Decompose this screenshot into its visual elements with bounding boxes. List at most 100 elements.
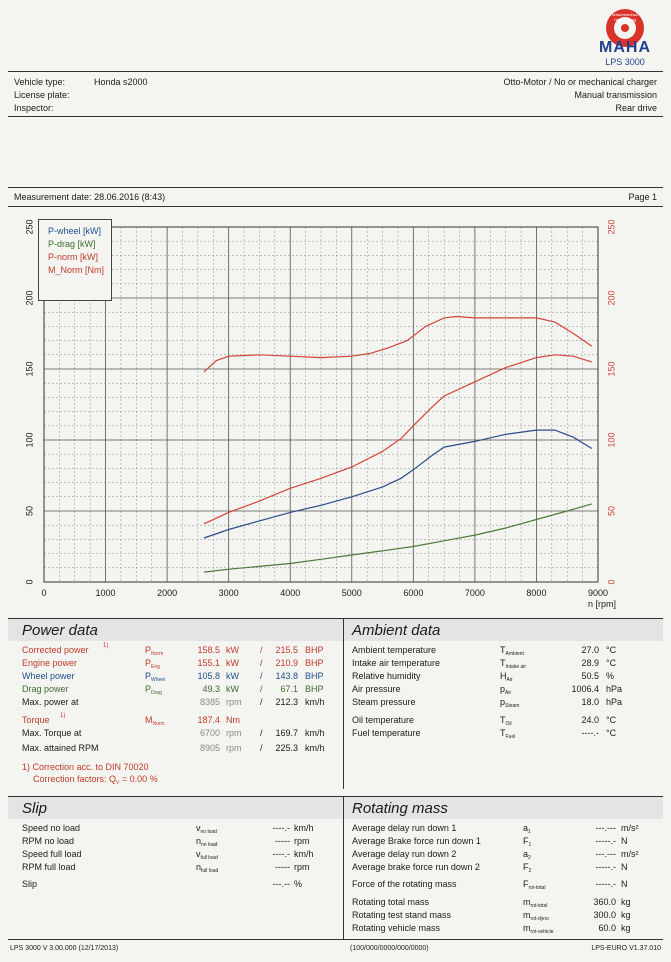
correction-factors-sub: V — [116, 780, 120, 786]
power-row-label: Drag power — [22, 684, 69, 694]
chart-grid — [43, 226, 599, 583]
slip-row-label: RPM no load — [22, 836, 75, 846]
x-tick-label: 8000 — [526, 588, 546, 598]
power-row-value2: 143.8 — [275, 671, 298, 681]
rotating-row-label: Average delay run down 2 — [352, 849, 457, 859]
power-row-value1: 6700 — [199, 728, 220, 738]
ambient-row-symbol-sub: Air — [506, 677, 513, 683]
x-tick-label: 1000 — [96, 588, 116, 598]
power-row-note: 1) — [103, 643, 109, 649]
ambient-row-symbol-main: T — [500, 645, 506, 655]
slip-title: Slip — [22, 800, 48, 817]
rotating-row-label: Rotating test stand mass — [352, 910, 452, 920]
ambient-row-symbol-main: T — [500, 715, 506, 725]
rotating-row-value: -----.- — [595, 879, 616, 889]
power-row-label: Max. attained RPM — [22, 743, 99, 753]
power-section-top — [8, 618, 663, 619]
ambient-row-symbol-sub: Air — [505, 690, 512, 696]
ambient-row-value: 50.5 — [581, 671, 599, 681]
legend-p-wheel: P-wheel [kW] — [48, 226, 102, 236]
slip-row-value: ----- — [275, 836, 290, 846]
vehicle-type-value: Honda s2000 — [94, 77, 148, 87]
power-row-unit2: km/h — [305, 697, 325, 707]
power-row-value1: 158.5 — [197, 645, 220, 655]
power-row-value1: 155.1 — [197, 658, 220, 668]
power-row-symbol-main: P — [145, 671, 152, 681]
slip-row-symbol-main: v — [196, 849, 201, 859]
license-plate-label: License plate: — [14, 90, 70, 100]
logo-model: LPS 3000 — [605, 57, 645, 67]
power-row-value1: 8905 — [199, 743, 220, 753]
ambient-row-value: 28.9 — [581, 658, 599, 668]
slip-row-symbol: nno load — [196, 836, 217, 848]
power-row-symbol-sub: Eng — [151, 664, 160, 670]
rotating-row-symbol-sub: rot-dyno — [530, 916, 549, 922]
power-row-symbol-main: P — [145, 684, 152, 694]
y-right-tick-label: 100 — [606, 432, 616, 447]
measurement-top-divider — [8, 187, 663, 188]
measurement-date-value: 28.06.2016 (8:43) — [94, 192, 166, 202]
ambient-row-label: Steam pressure — [352, 697, 416, 707]
power-row-separator: / — [260, 697, 263, 707]
power-row-value1: 105.8 — [197, 671, 220, 681]
rotating-row-unit: N — [621, 836, 628, 846]
correction-factors-value: = 0.00 % — [121, 774, 158, 784]
rotating-row-symbol-sub: rot-total — [528, 885, 546, 891]
slip-row-value: ---.-- — [272, 879, 291, 889]
legend-p-norm: P-norm [kW] — [48, 252, 99, 262]
slip-row-label: Speed full load — [22, 849, 82, 859]
rotating-row-label: Average Brake force run down 1 — [352, 836, 481, 846]
y-left-tick-label: 50 — [24, 506, 34, 516]
ambient-row-symbol-sub: Oil — [505, 721, 512, 727]
slip-row-unit: km/h — [294, 823, 314, 833]
rotating-row-label: Average delay run down 1 — [352, 823, 457, 833]
y-left-tick-label: 150 — [24, 361, 34, 376]
y-right-tick-label: 250 — [606, 219, 616, 234]
ambient-row-unit: °C — [606, 728, 617, 738]
power-row-separator: / — [260, 684, 263, 694]
ambient-row-symbol: TAmbient — [500, 645, 524, 657]
legend-p-drag: P-drag [kW] — [48, 239, 96, 249]
rotating-row-unit: m/s² — [621, 849, 639, 859]
power-row-value1: 187.4 — [197, 715, 220, 725]
measurement-bottom-divider — [8, 206, 663, 207]
rotating-row-label: Average brake force run down 2 — [352, 862, 480, 872]
power-row-value2: 67.1 — [280, 684, 298, 694]
slip-row-unit: % — [294, 879, 303, 889]
ambient-row-label: Relative humidity — [352, 671, 421, 681]
ambient-row-unit: hPa — [606, 684, 623, 694]
ambient-row-symbol: TFuel — [500, 728, 515, 740]
ambient-row-unit: hPa — [606, 697, 623, 707]
correction-footnote: 1) Correction acc. to DIN 70020 — [22, 762, 149, 772]
power-row-unit1: kW — [226, 645, 239, 655]
ambient-row-symbol: TOil — [500, 715, 512, 727]
rotating-row-unit: kg — [621, 897, 631, 907]
power-row-separator: / — [260, 658, 263, 668]
slip-row-symbol-sub: full load — [201, 868, 219, 874]
measurement-date: Measurement date: 28.06.2016 (8:43) — [14, 192, 165, 202]
rotating-row-symbol-sub: 2 — [528, 868, 532, 874]
ambient-row-symbol: HAir — [500, 671, 513, 683]
power-row-note: 1) — [60, 713, 66, 719]
x-axis-label: n [rpm] — [588, 599, 616, 609]
legend-m-norm: M_Norm [Nm] — [48, 265, 104, 275]
power-row-symbol-sub: Wheel — [151, 677, 166, 683]
power-row-symbol-main: P — [145, 645, 152, 655]
power-row-unit2: BHP — [305, 658, 324, 668]
y-right-tick-label: 0 — [606, 579, 616, 584]
rotating-row-symbol: F1 — [523, 836, 531, 848]
slip-row-symbol-main: v — [196, 823, 201, 833]
slip-section-split — [343, 797, 344, 939]
slip-row-symbol-main: n — [196, 836, 202, 846]
ambient-row-symbol-main: H — [500, 671, 507, 681]
power-row-unit1: rpm — [226, 697, 242, 707]
rotating-row-symbol-sub: 1 — [528, 842, 532, 848]
x-tick-label: 5000 — [342, 588, 362, 598]
power-row-symbol: MNorm — [145, 715, 165, 727]
x-tick-label: 2000 — [157, 588, 177, 598]
power-row-value1: 8385 — [199, 697, 220, 707]
power-row-symbol-sub: Norm — [152, 721, 165, 727]
power-row-label: Engine power — [22, 658, 78, 668]
correction-factors: Correction factors: QV = 0.00 % — [33, 774, 158, 786]
slip-section-top — [8, 796, 663, 797]
